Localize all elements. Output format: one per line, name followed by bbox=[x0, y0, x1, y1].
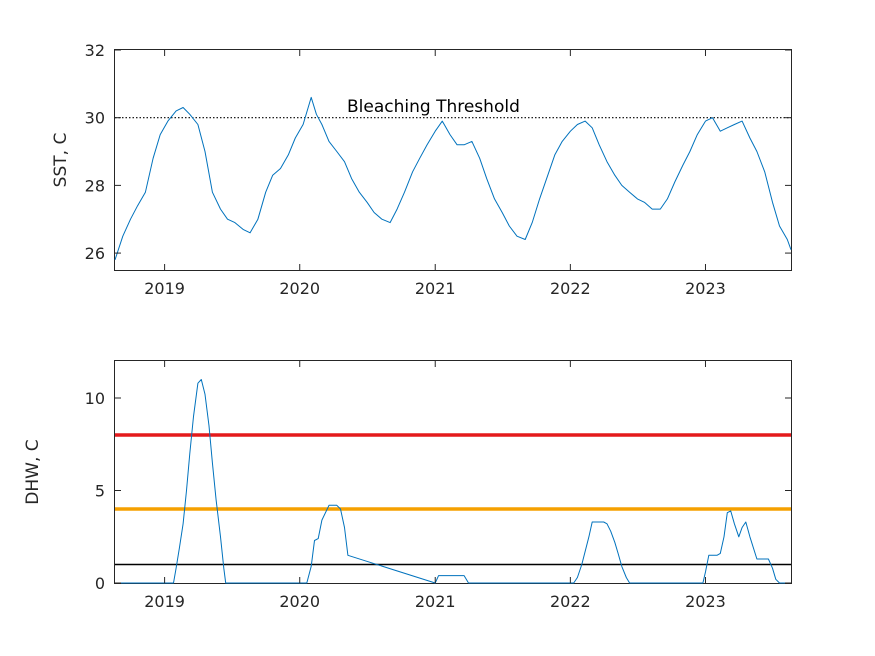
dhw-axes-frame bbox=[114, 360, 792, 584]
bleaching-threshold-label: Bleaching Threshold bbox=[347, 97, 520, 117]
sst-y-axis-label: SST, C bbox=[51, 133, 71, 188]
dhw-reference-lines bbox=[115, 433, 791, 566]
y-tick-label: 26 bbox=[85, 244, 105, 263]
sst-series bbox=[114, 96, 792, 260]
x-tick-label: 2021 bbox=[415, 592, 456, 611]
sst-axes-frame bbox=[114, 49, 792, 271]
sst-panel: 2019 2020 2021 2022 2023 26 28 30 32 Bleaching … bbox=[51, 41, 792, 298]
x-tick-label: 2023 bbox=[685, 592, 726, 611]
x-tick-label: 2019 bbox=[144, 592, 185, 611]
dhw-x-ticks: 2019 2020 2021 2022 2023 bbox=[144, 361, 726, 611]
series-line-0 bbox=[115, 379, 791, 584]
dhw-y-axis-label: DHW, C bbox=[23, 439, 43, 504]
x-tick-label: 2020 bbox=[279, 279, 320, 298]
dhw-series bbox=[115, 379, 791, 584]
y-tick-label: 32 bbox=[85, 41, 105, 60]
x-tick-label: 2022 bbox=[550, 592, 591, 611]
x-tick-label: 2020 bbox=[279, 592, 320, 611]
y-tick-label: 0 bbox=[95, 574, 105, 593]
dhw-panel: 2019 2020 2021 2022 2023 0 5 10 DHW, C bbox=[23, 360, 792, 611]
sst-y-ticks: 26 28 30 32 bbox=[85, 41, 791, 263]
y-tick-label: 5 bbox=[95, 482, 105, 501]
dhw-y-ticks: 0 5 10 bbox=[85, 389, 791, 593]
y-tick-label: 28 bbox=[85, 176, 105, 195]
y-tick-label: 30 bbox=[85, 109, 105, 128]
x-tick-label: 2023 bbox=[685, 279, 726, 298]
x-tick-label: 2019 bbox=[144, 279, 185, 298]
x-tick-label: 2022 bbox=[550, 279, 591, 298]
y-tick-label: 10 bbox=[85, 389, 105, 408]
series-line-0 bbox=[114, 96, 792, 260]
sst-x-ticks: 2019 2020 2021 2022 2023 bbox=[144, 50, 726, 298]
x-tick-label: 2021 bbox=[415, 279, 456, 298]
